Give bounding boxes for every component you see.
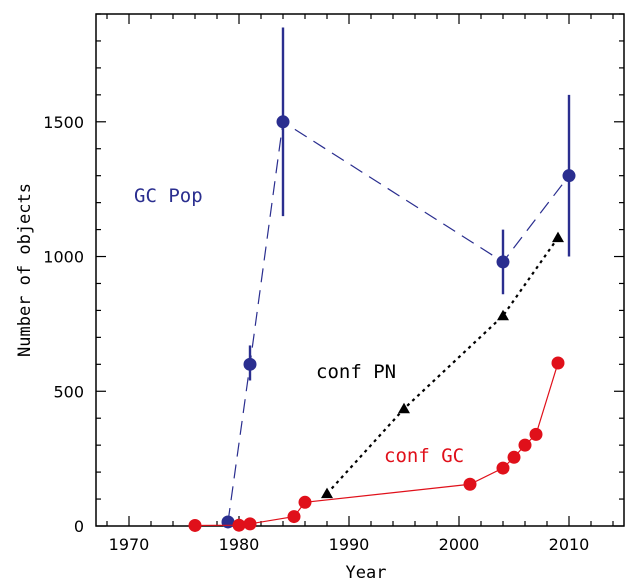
data-point [497,309,509,321]
data-point [507,450,521,464]
series-layer [188,27,576,532]
data-point [243,517,257,531]
y-tick-labels: 0 500 1000 1500 [43,113,84,536]
data-point [298,495,312,509]
data-point [221,515,235,529]
data-point [321,487,333,499]
y-tick-label: 500 [53,382,84,401]
data-point [276,115,290,129]
series-conf-gc [188,356,565,532]
y-tick-label: 0 [74,517,84,536]
data-point [188,518,202,532]
x-tick-label: 1970 [109,535,150,554]
data-point [518,438,532,452]
x-axis-title: Year [346,563,387,581]
data-point [243,357,257,371]
series-label-conf-gc: conf GC [384,445,464,467]
data-point [398,402,410,414]
series-label-conf-pn: conf PN [316,361,396,383]
x-tick-labels: 1970 1980 1990 2000 2010 [109,535,590,554]
data-point [496,461,510,475]
data-point [552,231,564,243]
data-point [529,427,543,441]
series-conf-pn [321,231,564,499]
data-point [232,518,246,532]
x-tick-label: 1990 [329,535,370,554]
series-line [326,237,559,495]
plot-frame [95,13,625,527]
x-tick-label: 1980 [219,535,260,554]
data-point [496,255,510,269]
y-tick-label: 1500 [43,113,84,132]
data-point [287,510,301,524]
y-tick-label: 1000 [43,248,84,267]
axis-ticks [96,13,624,527]
x-tick-label: 2010 [549,535,590,554]
series-gc-pop [221,27,576,529]
data-point [551,356,565,370]
series-label-gc-pop: GC Pop [134,185,203,207]
data-point [463,477,477,491]
series-line [194,362,559,527]
y-axis-title: Number of objects [15,183,35,357]
x-tick-label: 2000 [439,535,480,554]
data-point [562,169,576,183]
